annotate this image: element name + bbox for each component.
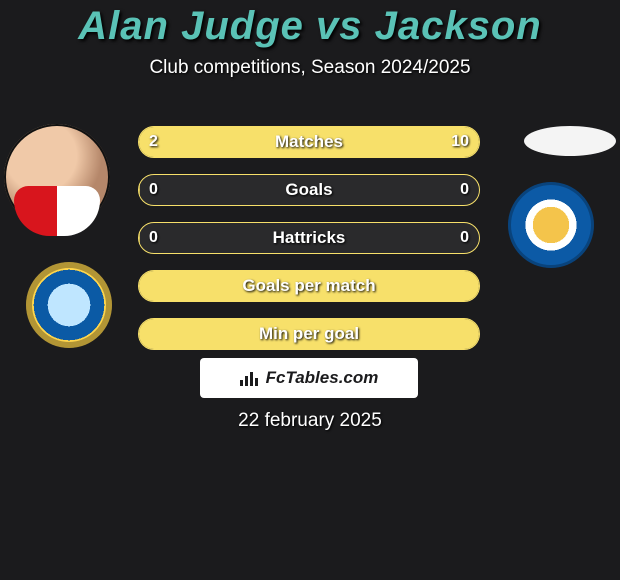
page-subtitle: Club competitions, Season 2024/2025 [0,57,620,79]
page-title: Alan Judge vs Jackson [0,4,620,49]
bar-chart-icon [240,370,260,386]
stat-label: Min per goal [139,319,479,349]
stat-bar: Min per goal [138,318,480,350]
stat-bar: Hattricks0 0 [138,222,480,254]
stat-value-right: 10 [451,127,469,157]
player1-club-badge [26,262,112,348]
date-text: 22 february 2025 [0,410,620,432]
stat-value-left: 0 [149,175,158,205]
stat-bar: Goals per match [138,270,480,302]
stat-bar: Goals0 0 [138,174,480,206]
stat-value-right: 0 [460,175,469,205]
brand-text: FcTables.com [266,368,379,388]
stats-bars: Matches210Goals00Hattricks00Goals per ma… [138,126,480,366]
stat-value-left: 0 [149,223,158,253]
stat-value-right: 0 [460,223,469,253]
stat-label: Matches [139,127,479,157]
stat-value-left: 2 [149,127,158,157]
player2-photo [524,126,616,156]
stat-label: Goals [139,175,479,205]
stat-bar: Matches2 10 [138,126,480,158]
player2-club-badge [508,182,594,268]
player1-photo [4,124,110,230]
brand-card: FcTables.com [200,358,418,398]
stat-label: Goals per match [139,271,479,301]
stat-label: Hattricks [139,223,479,253]
